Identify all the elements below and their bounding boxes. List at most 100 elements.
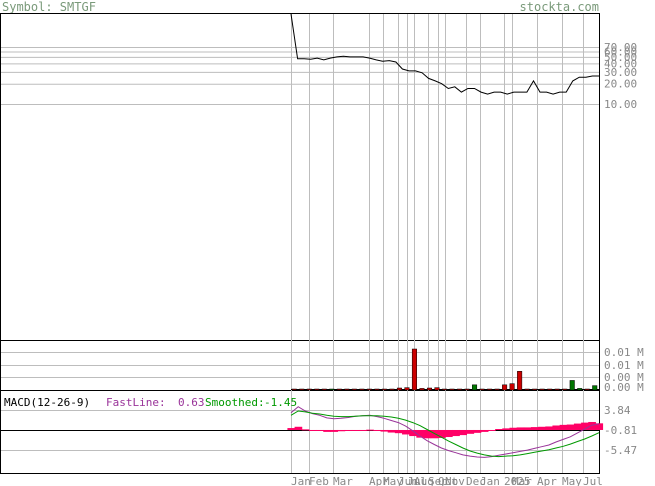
macd-histogram-bar (337, 429, 346, 432)
macd-histogram-bar (459, 429, 467, 436)
volume-bar (472, 384, 478, 391)
volume-bar (464, 388, 470, 391)
price-tick-label: 70.00 (604, 41, 637, 54)
volume-bar (487, 388, 493, 391)
x-tick-label: Jul (583, 475, 603, 486)
macd-histogram-bar (538, 426, 546, 430)
macd-histogram-bar (323, 429, 331, 432)
macd-histogram-bar (287, 428, 296, 430)
price-series-layer (290, 13, 599, 95)
macd-legend-title: MACD(12-26-9) (4, 396, 90, 409)
macd-histogram-bar (487, 429, 496, 431)
volume-bar (539, 388, 545, 391)
x-tick-label: Feb (309, 475, 329, 486)
macd-tick-label: -5.47 (604, 444, 637, 457)
volume-bar (441, 388, 448, 391)
grid-lines (1, 14, 599, 473)
volume-axis-ticks: 0.01 M0.01 M0.00 M0.00 M (604, 346, 644, 394)
macd-smoothed-label: Smoothed: (205, 396, 265, 409)
volume-bar (336, 388, 342, 391)
macd-fast-label: FastLine: (106, 396, 166, 409)
macd-axis-ticks: 3.84 -0.81 -5.47 (604, 404, 637, 457)
macd-histogram-bar (423, 429, 432, 439)
volume-bar (344, 388, 350, 391)
x-tick-label: Dec (466, 475, 486, 486)
macd-histogram-bar (516, 427, 525, 430)
macd-histogram-bar (595, 423, 604, 430)
x-tick-label: Apr (537, 475, 557, 486)
macd-histogram-bar (402, 429, 410, 435)
macd-histogram-bar (509, 427, 518, 430)
macd-histogram-bar (373, 429, 382, 431)
macd-histogram-bar (495, 429, 503, 431)
macd-histogram-bar (394, 429, 403, 434)
volume-bar (366, 388, 372, 391)
x-tick-label: Sep (428, 475, 448, 486)
macd-tick-label: -0.81 (604, 424, 637, 437)
volume-bar (584, 388, 590, 391)
volume-bar (321, 388, 327, 391)
volume-tick-label: 0.01 M (604, 346, 644, 359)
volume-bar (457, 388, 463, 391)
macd-histogram-bar (344, 429, 353, 431)
macd-histogram-bar (301, 429, 310, 431)
macd-fast-line (290, 406, 600, 458)
macd-histogram-bar (316, 429, 324, 431)
x-tick-label: Jan (291, 475, 311, 486)
volume-bar (359, 388, 365, 391)
macd-histogram-bar (294, 426, 303, 430)
volume-bar (404, 387, 410, 391)
volume-bar (569, 380, 575, 391)
macd-smoothed-line (290, 410, 600, 458)
volume-bar (411, 348, 417, 391)
volume-bar (509, 383, 515, 391)
macd-histogram-bar (387, 429, 396, 433)
volume-tick-label: 0.00 M (604, 371, 644, 384)
macd-histogram-bar (530, 427, 539, 430)
volume-bar (502, 384, 508, 391)
x-tick-label: 2025 (504, 475, 531, 486)
volume-bar (299, 388, 305, 391)
price-panel-frame (0, 13, 600, 341)
x-tick-label: Nov (445, 475, 465, 486)
x-tick-label: Oct (438, 475, 458, 486)
x-tick-label: Aug (414, 475, 434, 486)
volume-bar (426, 387, 432, 391)
volume-bar (291, 388, 297, 391)
volume-bar (329, 388, 335, 391)
macd-histogram-bar (545, 426, 553, 430)
volume-bar (351, 388, 357, 391)
price-line (290, 13, 599, 95)
volume-bar (524, 388, 530, 391)
macd-histogram-bar (409, 429, 417, 437)
price-tick-label: 10.00 (604, 98, 637, 111)
x-tick-label: Jun (398, 475, 418, 486)
macd-histogram-bar (523, 427, 532, 430)
macd-histogram-bar (308, 429, 317, 431)
macd-histogram-bar (359, 429, 367, 431)
macd-tick-label: 3.84 (604, 404, 631, 417)
macd-series-layer (287, 406, 604, 458)
macd-histogram-bar (573, 423, 582, 430)
macd-histogram-bar (466, 429, 475, 434)
macd-histogram-bar (416, 429, 425, 438)
volume-bar (434, 387, 440, 391)
macd-histogram-bar (330, 429, 339, 432)
x-tick-label: May (562, 475, 582, 486)
volume-bar (562, 388, 568, 391)
price-tick-label: 60.00 (604, 46, 637, 59)
macd-smoothed-value: -1.45 (264, 396, 297, 409)
macd-histogram-bar (351, 429, 360, 431)
site-label[interactable]: stockta.com (520, 0, 599, 14)
volume-bar (381, 388, 387, 391)
volume-bar (577, 388, 583, 391)
volume-bar (547, 388, 553, 391)
macd-histogram-bar (588, 421, 596, 430)
x-tick-label: Mar (333, 475, 353, 486)
volume-bars-layer (291, 348, 599, 391)
macd-histogram-bar (452, 429, 460, 437)
volume-bar (389, 388, 395, 391)
macd-histogram-bar (480, 429, 489, 432)
